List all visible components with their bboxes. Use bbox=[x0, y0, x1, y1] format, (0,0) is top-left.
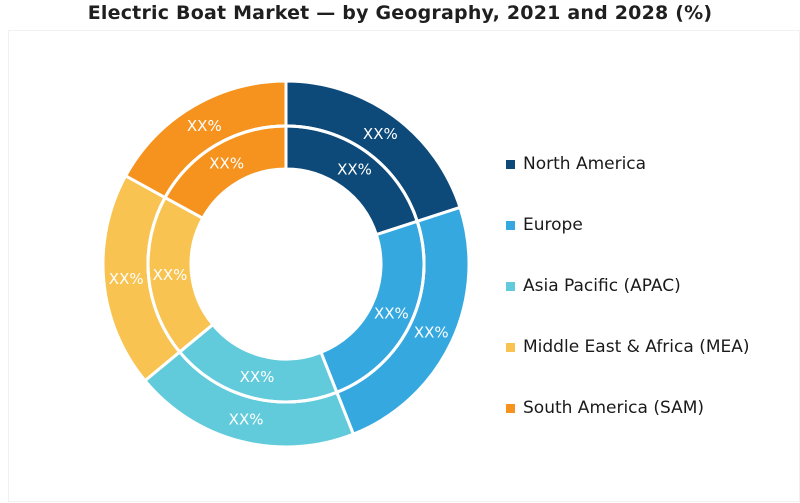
legend-label-asia-pacific: Asia Pacific (APAC) bbox=[523, 276, 681, 296]
inner-ring-label-europe: XX% bbox=[374, 305, 409, 323]
inner-ring-label-middle-east-africa: XX% bbox=[153, 266, 188, 284]
inner-ring-label-asia-pacific: XX% bbox=[240, 368, 275, 386]
legend-item-south-america[interactable]: South America (SAM) bbox=[506, 393, 750, 423]
chart-title: Electric Boat Market — by Geography, 202… bbox=[87, 2, 713, 24]
outer-ring-label-europe: XX% bbox=[414, 323, 449, 341]
chart-legend: North America Europe Asia Pacific (APAC)… bbox=[506, 149, 750, 454]
donut-chart: XX% XX% XX% XX% XX% XX% XX% XX% XX% XX% bbox=[101, 79, 471, 449]
chart-panel: XX% XX% XX% XX% XX% XX% XX% XX% XX% XX% North Ame… bbox=[8, 30, 800, 502]
legend-label-europe: Europe bbox=[523, 215, 583, 235]
outer-ring-label-middle-east-africa: XX% bbox=[109, 270, 144, 288]
legend-item-middle-east-africa[interactable]: Middle East & Africa (MEA) bbox=[506, 332, 750, 362]
legend-swatch-south-america bbox=[506, 403, 515, 413]
legend-label-north-america: North America bbox=[523, 154, 647, 174]
inner-ring-label-south-america: XX% bbox=[209, 155, 244, 173]
legend-swatch-europe bbox=[506, 220, 515, 230]
legend-swatch-asia-pacific bbox=[506, 281, 515, 291]
legend-item-asia-pacific[interactable]: Asia Pacific (APAC) bbox=[506, 271, 750, 301]
legend-label-south-america: South America (SAM) bbox=[523, 398, 705, 418]
ring-separator bbox=[146, 124, 426, 404]
inner-ring-label-north-america: XX% bbox=[337, 161, 372, 179]
outer-ring-label-asia-pacific: XX% bbox=[229, 410, 264, 428]
outer-ring-label-north-america: XX% bbox=[363, 125, 398, 143]
legend-swatch-north-america bbox=[506, 159, 515, 169]
legend-label-middle-east-africa: Middle East & Africa (MEA) bbox=[523, 337, 750, 357]
legend-item-europe[interactable]: Europe bbox=[506, 210, 750, 240]
outer-ring-label-south-america: XX% bbox=[187, 117, 222, 135]
legend-swatch-middle-east-africa bbox=[506, 342, 515, 352]
legend-item-north-america[interactable]: North America bbox=[506, 149, 750, 179]
